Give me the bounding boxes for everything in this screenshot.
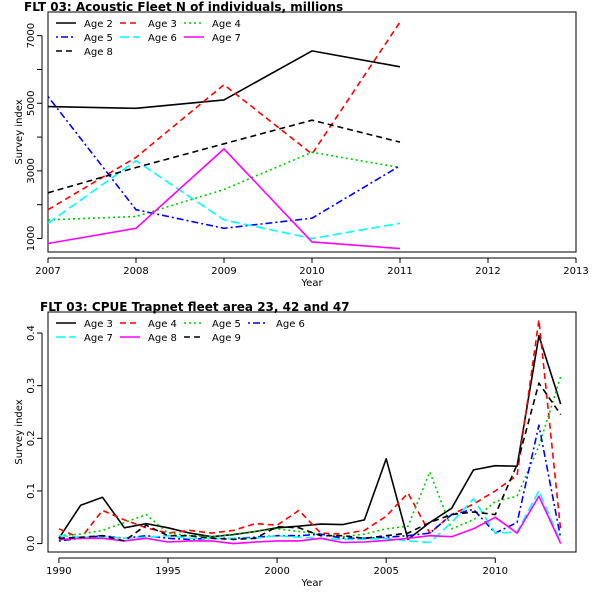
legend-label: Age 6 [148, 33, 177, 44]
legend-label: Age 9 [212, 333, 241, 344]
plot-frame [47, 11, 577, 253]
legend: Age 2 Age 3 Age 4 Age 5 Age 6 Age 7 Age 8 [56, 19, 241, 58]
x-tick-label: 2005 [373, 566, 398, 577]
series-line-age-9 [58, 382, 562, 542]
x-tick-label: 2011 [387, 266, 412, 277]
series-line-age-3 [47, 21, 401, 211]
x-axis-label: Year [300, 578, 323, 589]
x-tick-label: 2009 [211, 266, 236, 277]
y-tick-label: 3000 [26, 158, 37, 183]
legend-label: Age 5 [84, 33, 113, 44]
series-group [58, 319, 562, 545]
x-tick-label: 2010 [483, 566, 508, 577]
series-line-age-2 [47, 50, 401, 110]
y-tick-label: 0.4 [26, 325, 37, 341]
legend-label: Age 5 [212, 319, 241, 330]
y-axis-label: Survey index [14, 99, 25, 164]
y-tick-label: 7000 [26, 23, 37, 48]
panel-cpue-trapnet: FLT 03: CPUE Trapnet fleet area 23, 42 a… [14, 300, 577, 589]
chart-title: FLT 03: CPUE Trapnet fleet area 23, 42 a… [40, 300, 350, 314]
x-axis: 2007 2008 2009 2010 2011 2012 2013 [35, 257, 589, 277]
x-tick-label: 2010 [299, 266, 324, 277]
legend-label: Age 8 [84, 47, 113, 58]
series-line-age-5 [58, 376, 562, 538]
y-axis-label: Survey index [14, 399, 25, 464]
series-line-age-8 [47, 119, 401, 194]
legend-label: Age 4 [148, 319, 177, 330]
y-tick-label: 5000 [26, 91, 37, 116]
legend: Age 3 Age 4 Age 5 Age 6 Age 7 Age 8 Age 9 [56, 319, 305, 344]
series-line-age-4 [58, 319, 562, 540]
x-tick-label: 2007 [35, 266, 60, 277]
x-tick-label: 1990 [46, 566, 71, 577]
plot-frame [47, 311, 577, 553]
y-tick-label: 0.2 [26, 430, 37, 446]
series-line-age-7 [58, 490, 562, 544]
series-line-age-8 [58, 495, 562, 545]
series-line-age-4 [47, 151, 401, 221]
x-tick-label: 2008 [123, 266, 148, 277]
legend-label: Age 6 [276, 319, 305, 330]
x-tick-label: 1995 [155, 566, 180, 577]
y-axis: 0.0 0.1 0.2 0.3 0.4 [26, 325, 43, 552]
legend-label: Age 2 [84, 19, 113, 30]
x-axis: 1990 1995 2000 2005 2010 [46, 557, 508, 577]
x-tick-label: 2000 [264, 566, 289, 577]
y-tick-label: 0.1 [26, 483, 37, 499]
legend-label: Age 3 [84, 319, 113, 330]
y-tick-label: 0.3 [26, 378, 37, 394]
legend-label: Age 7 [212, 33, 241, 44]
series-line-age-5 [47, 96, 401, 230]
series-line-age-3 [58, 334, 562, 541]
legend-label: Age 7 [84, 333, 113, 344]
y-tick-label: 1000 [26, 226, 37, 251]
panel-acoustic-fleet: FLT 03: Acoustic Fleet N of individuals,… [14, 0, 589, 289]
series-line-age-7 [47, 148, 401, 250]
legend-label: Age 3 [148, 19, 177, 30]
x-tick-label: 2013 [563, 266, 588, 277]
series-group [47, 21, 401, 250]
series-line-age-6 [58, 424, 562, 542]
x-axis-label: Year [300, 278, 323, 289]
legend-label: Age 8 [148, 333, 177, 344]
chart-title: FLT 03: Acoustic Fleet N of individuals,… [24, 0, 343, 14]
y-tick-label: 0.0 [26, 536, 37, 552]
y-axis: 1000 3000 5000 7000 [26, 23, 43, 251]
x-tick-label: 2012 [475, 266, 500, 277]
legend-label: Age 4 [212, 19, 241, 30]
series-line-age-6 [47, 159, 401, 240]
